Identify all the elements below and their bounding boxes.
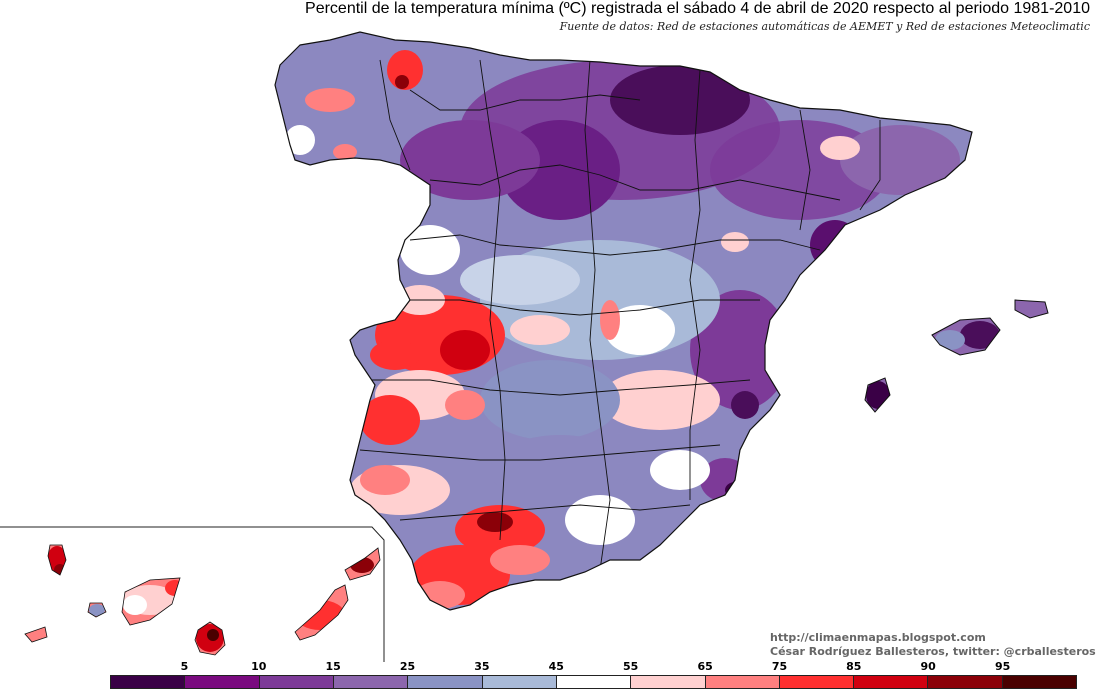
legend-swatch [779,676,855,688]
canaries-inset-frame [0,526,385,662]
credit-author: César Rodríguez Ballesteros, twitter: @c… [770,645,1096,658]
legend-swatch [705,676,780,688]
legend-label: 35 [474,660,490,673]
legend-swatch [408,676,483,688]
legend-label: 55 [623,660,639,673]
legend-label: 90 [920,660,936,673]
peninsula-percentile-field [275,32,972,610]
canaries-percentile-field [25,545,380,655]
legend-swatch [631,676,706,688]
legend-label: 45 [548,660,564,673]
legend-swatch [111,676,186,688]
legend-swatch [333,676,409,688]
legend-labels: 5 10 15 25 35 45 55 65 75 85 90 95 [110,660,1077,674]
map-subtitle: Fuente de datos: Red de estaciones autom… [559,20,1090,33]
legend-swatch [185,676,260,688]
legend-label: 15 [325,660,341,673]
map-title: Percentil de la temperatura mínima (ºC) … [305,0,1090,17]
legend-label: 85 [846,660,862,673]
legend-color-bar [110,675,1077,689]
legend-label: 10 [251,660,267,673]
legend-swatch [1002,676,1077,688]
legend-swatch [928,676,1003,688]
legend-label: 65 [697,660,713,673]
legend-label: 95 [994,660,1011,673]
legend-swatch [854,676,929,688]
credit-url: http://climaenmapas.blogspot.com [770,631,986,644]
legend-swatch [556,676,632,688]
legend-label: 75 [771,660,788,673]
balearics-percentile-field [865,300,1048,412]
legend-label: 5 [180,660,189,673]
legend-label: 25 [399,660,416,673]
legend-swatch [482,676,557,688]
legend-swatch [259,676,334,688]
